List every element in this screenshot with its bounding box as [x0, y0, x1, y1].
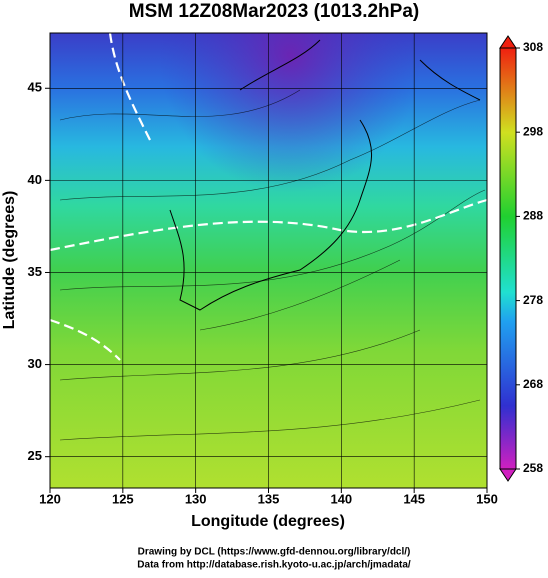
- x-tick-label: 135: [258, 491, 280, 506]
- x-tick-label: 145: [403, 491, 425, 506]
- y-tick-label: 25: [28, 448, 42, 463]
- y-tick-label: 40: [28, 172, 42, 187]
- chart-title: MSM 12Z08Mar2023 (1013.2hPa): [129, 1, 419, 22]
- x-tick-label: 125: [112, 491, 134, 506]
- colorbar-tick-label: 298: [523, 124, 543, 138]
- colorbar-tick-label: 268: [523, 377, 543, 391]
- x-tick-label: 150: [476, 491, 498, 506]
- colorbar-tick-label: 288: [523, 209, 543, 223]
- y-tick-label: 30: [28, 356, 42, 371]
- y-axis-label: Latitude (degrees): [1, 191, 18, 330]
- colorbar: [499, 47, 517, 470]
- y-tick-label: 45: [28, 80, 42, 95]
- x-tick-label: 140: [330, 491, 352, 506]
- x-tick-label: 130: [185, 491, 207, 506]
- y-tick-label: 35: [28, 264, 42, 279]
- colorbar-tick-label: 308: [523, 40, 543, 54]
- credit: Drawing by DCL (https://www.gfd-dennou.o…: [138, 547, 411, 558]
- x-axis-label: Longitude (degrees): [191, 513, 345, 530]
- credit: Data from http://database.rish.kyoto-u.a…: [137, 560, 411, 571]
- x-tick-label: 120: [39, 491, 61, 506]
- colorbar-tick-label: 258: [523, 461, 543, 475]
- colorbar-max-arrow: [499, 35, 517, 49]
- colorbar-tick-label: 278: [523, 293, 543, 307]
- colorbar-min-arrow: [499, 468, 517, 482]
